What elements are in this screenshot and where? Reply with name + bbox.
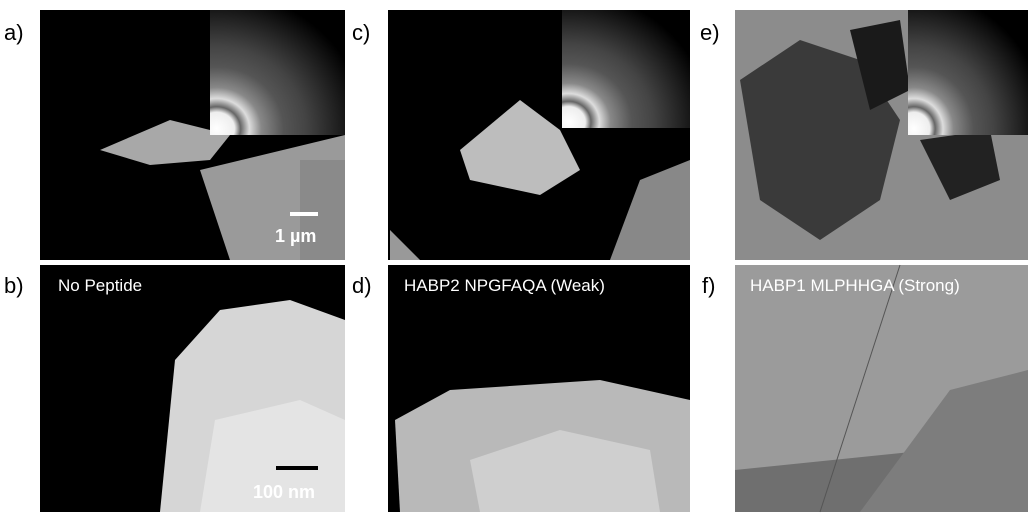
scale-bar-label: 100 nm: [253, 482, 315, 502]
figure: a) b) c) d) e) f) No Peptide HABP2 NPGFA…: [0, 0, 1028, 516]
panel-label: b): [4, 273, 24, 298]
panel-label: a): [4, 20, 24, 45]
caption: HABP2 NPGFAQA (Weak): [404, 276, 605, 295]
panel-label: c): [352, 20, 370, 45]
panel-e: [735, 10, 1028, 260]
panel-f: [735, 265, 1028, 512]
scale-bar-label: 1 µm: [275, 226, 316, 246]
panel-label: d): [352, 273, 372, 298]
panel-d: [388, 265, 690, 512]
panel-label: e): [700, 20, 720, 45]
page: a) b) c) d) e) f) No Peptide HABP2 NPGFA…: [0, 0, 1028, 516]
panel-b: [40, 265, 345, 512]
panel-c: [388, 10, 690, 260]
panel-label: f): [702, 273, 715, 298]
caption: HABP1 MLPHHGA (Strong): [750, 276, 960, 295]
caption: No Peptide: [58, 276, 142, 295]
panel-a: [40, 10, 345, 260]
